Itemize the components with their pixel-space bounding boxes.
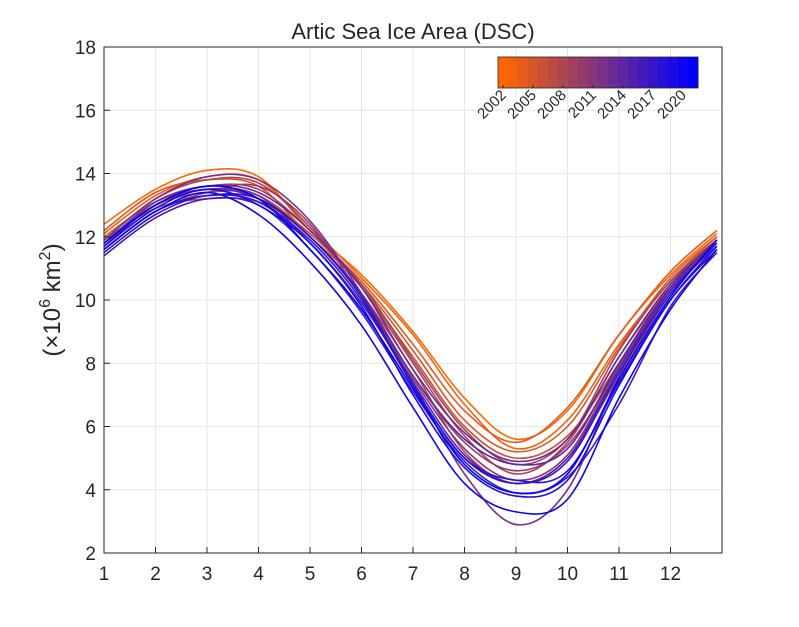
colorbar-tick-label: 2005 (504, 87, 540, 123)
x-tick-label: 12 (660, 564, 681, 585)
y-tick-label: 6 (85, 418, 96, 439)
y-tick-label: 4 (85, 481, 96, 502)
x-tick-label: 8 (459, 564, 470, 585)
colorbar-band (648, 57, 659, 88)
colorbar-band (588, 57, 599, 88)
y-tick-label: 2 (85, 544, 96, 565)
colorbar-band (598, 57, 609, 88)
y-tick-label: 10 (75, 291, 96, 312)
colorbar-band (578, 57, 589, 88)
colorbar-band (558, 57, 569, 88)
colorbar-tick-label: 2014 (594, 87, 630, 123)
series-line-2011 (103, 187, 718, 482)
colorbar-band (658, 57, 669, 88)
x-tick-label: 10 (557, 564, 578, 585)
y-tick-label: 14 (75, 165, 97, 186)
series-line-2005 (103, 178, 718, 453)
series-line-2021 (103, 185, 718, 495)
x-tick-label: 5 (305, 564, 316, 585)
x-tick-label: 4 (253, 564, 264, 585)
colorbar-band (668, 57, 679, 88)
series-line-2002 (103, 167, 718, 441)
x-tick-label: 2 (150, 564, 161, 585)
colorbar-tick-label: 2008 (534, 87, 570, 123)
y-tick-label: 16 (75, 101, 96, 122)
series-line-2013 (103, 184, 718, 463)
colorbar-band (528, 57, 539, 88)
series-line-2019 (103, 188, 718, 498)
colorbar-band (618, 57, 629, 88)
series-line-2018 (103, 193, 718, 484)
colorbar-band (498, 57, 509, 88)
chart-title: Artic Sea Ice Area (DSC) (291, 19, 534, 44)
grid (103, 46, 722, 554)
colorbar-band (678, 57, 689, 88)
x-tick-label: 11 (609, 564, 629, 585)
colorbar-band (568, 57, 579, 88)
series-line-2009 (103, 183, 718, 466)
y-tick-label: 18 (75, 38, 96, 59)
colorbar-tick-label: 2017 (624, 87, 660, 123)
colorbar-band (508, 57, 519, 88)
colorbar-band (518, 57, 529, 88)
colorbar-band (548, 57, 559, 88)
series-line-2012 (103, 173, 718, 526)
x-tick-label: 7 (408, 564, 419, 585)
x-tick-label: 6 (356, 564, 367, 585)
x-tick-label: 9 (511, 564, 522, 585)
colorbar-frame (497, 56, 699, 89)
y-tick-label: 8 (85, 354, 96, 375)
x-axis: 1 2 3 4 5 6 7 8 9 10 11 12 (99, 547, 681, 585)
series-line-2020 (103, 191, 718, 515)
series-line-2003 (103, 173, 718, 450)
y-axis: 2 4 6 8 10 12 14 16 18 (75, 38, 110, 565)
y-axis-label: (×106 km2) (37, 243, 66, 356)
colorbar-tick-label: 2002 (474, 87, 510, 123)
colorbar-band (628, 57, 639, 88)
x-tick-label: 1 (99, 564, 110, 585)
colorbar-band (538, 57, 549, 88)
colorbar-band (638, 57, 649, 88)
colorbar-band (608, 57, 619, 88)
colorbar-tick-label: 2020 (654, 87, 690, 123)
series-line-2016 (103, 196, 718, 495)
series-lines (103, 167, 718, 526)
colorbar-band (688, 57, 699, 88)
colorbar-tick-label: 2011 (565, 87, 600, 122)
y-tick-label: 12 (75, 228, 96, 249)
x-tick-label: 3 (202, 564, 213, 585)
